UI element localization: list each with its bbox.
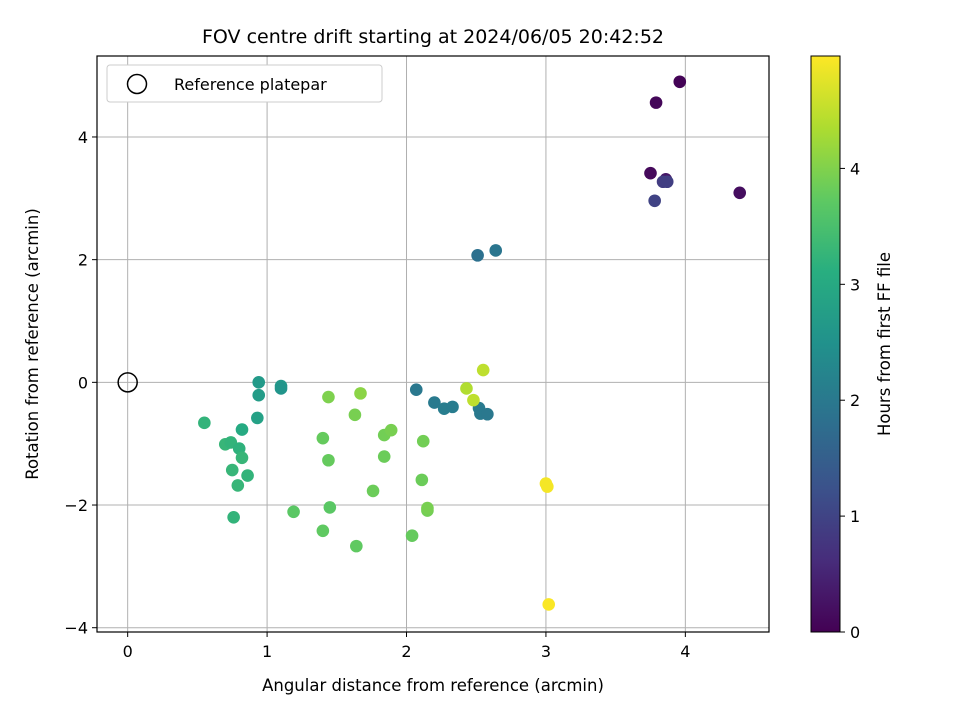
data-point [405, 529, 419, 542]
data-point [649, 96, 663, 109]
colorbar-tick-label: 1 [850, 507, 860, 526]
data-point [541, 480, 554, 493]
data-point [316, 431, 330, 445]
reference-platepar-marker [117, 372, 138, 393]
colorbar-tick-label: 4 [850, 159, 860, 178]
data-point [348, 408, 362, 422]
data-point [648, 194, 661, 208]
colorbar-tick-label: 0 [850, 623, 860, 642]
x-tick-label: 1 [262, 642, 272, 661]
data-point [252, 388, 266, 402]
reference-point [117, 372, 138, 393]
data-point [416, 434, 430, 448]
data-point [235, 451, 249, 465]
data-point [225, 463, 239, 477]
x-tick-label: 4 [680, 642, 690, 661]
grid-lines [97, 56, 769, 632]
data-point [227, 510, 240, 524]
data-point [198, 416, 211, 430]
data-point [660, 175, 674, 189]
data-points [198, 75, 747, 611]
data-point [489, 244, 503, 257]
data-point [274, 382, 288, 395]
data-point [241, 469, 254, 482]
data-point [316, 524, 330, 538]
data-point [287, 505, 300, 519]
data-point [644, 166, 657, 180]
x-axis-ticks: 0 1 2 3 4 [123, 632, 690, 661]
data-point [471, 249, 484, 262]
data-point [421, 501, 434, 515]
legend-label: Reference platepar [174, 75, 327, 94]
data-point [252, 376, 266, 389]
data-point [733, 186, 747, 200]
data-point [409, 383, 423, 396]
data-point [251, 411, 264, 425]
y-tick-label: 4 [78, 128, 88, 147]
data-point [467, 393, 480, 407]
chart-title: FOV centre drift starting at 2024/06/05 … [202, 26, 664, 48]
y-tick-label: 2 [78, 251, 88, 270]
colorbar: 0 1 2 3 4 Hours from first FF file [810, 55, 894, 642]
data-point [231, 479, 245, 492]
y-axis-ticks: −4 −2 0 2 4 [64, 128, 97, 638]
colorbar-label: Hours from first FF file [875, 252, 894, 436]
colorbar-tick-label: 3 [850, 275, 860, 294]
x-tick-label: 3 [541, 642, 551, 661]
plot-frame [96, 55, 770, 633]
legend-marker-open-circle [126, 73, 148, 95]
data-point [476, 363, 490, 377]
data-point [322, 453, 335, 467]
y-axis-label: Rotation from reference (arcmin) [23, 208, 42, 480]
data-point [673, 75, 687, 89]
data-point [366, 484, 380, 498]
colorbar-ticks: 0 1 2 3 4 [840, 159, 860, 642]
data-point [415, 473, 429, 487]
data-point [481, 407, 494, 421]
data-point [542, 598, 556, 611]
data-point [354, 387, 367, 400]
data-point [350, 539, 363, 553]
data-point [322, 390, 335, 404]
y-tick-label: −2 [64, 496, 88, 515]
colorbar-gradient [810, 55, 841, 633]
x-axis-label: Angular distance from reference (arcmin) [262, 676, 604, 695]
data-point [428, 396, 441, 409]
data-point [460, 382, 473, 395]
y-tick-label: 0 [78, 373, 88, 392]
legend-box [106, 64, 383, 103]
data-point [384, 423, 398, 437]
x-tick-label: 0 [123, 642, 133, 661]
data-point [446, 400, 459, 414]
data-point [377, 450, 391, 463]
colorbar-tick-label: 2 [850, 391, 860, 410]
x-tick-label: 2 [401, 642, 411, 661]
y-tick-label: −4 [64, 619, 88, 638]
data-point [235, 423, 249, 436]
legend: Reference platepar [106, 64, 383, 103]
data-point [323, 501, 337, 514]
